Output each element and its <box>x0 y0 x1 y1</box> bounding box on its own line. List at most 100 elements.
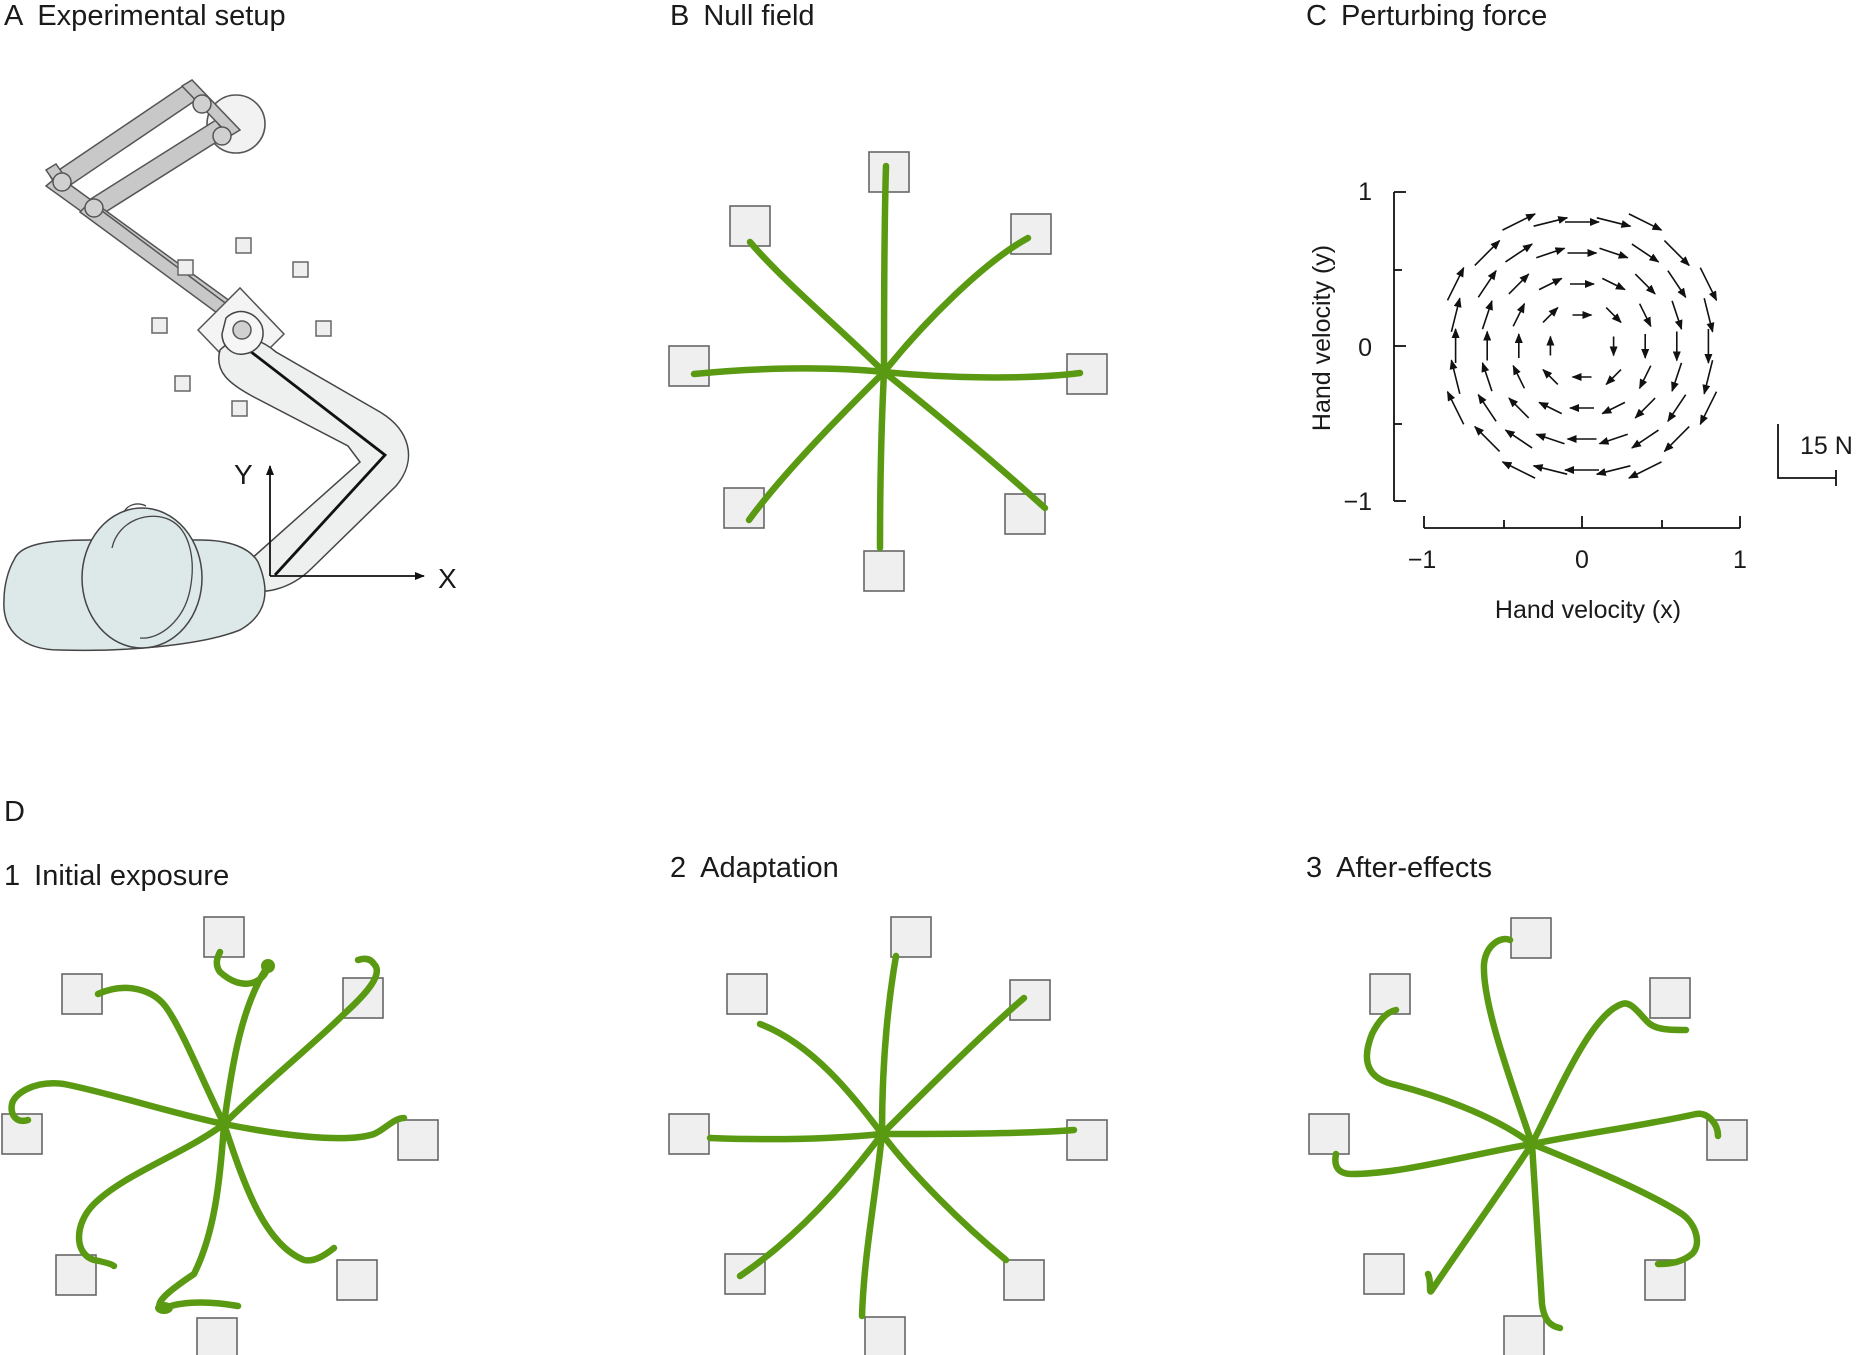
robot-links <box>44 79 258 331</box>
adaptation-targets <box>668 916 1108 1355</box>
force-arrow <box>1502 213 1536 231</box>
nose <box>123 503 147 513</box>
force-arrow <box>1595 465 1631 476</box>
force-ytick-mid: 0 <box>1358 334 1372 362</box>
force-arrow <box>1542 306 1559 323</box>
force-arrow <box>1667 270 1687 299</box>
force-arrow <box>1671 300 1683 331</box>
arm <box>218 337 410 593</box>
force-xtick-right: 1 <box>1733 546 1747 574</box>
force-scale-bar <box>1777 424 1836 479</box>
handle-knob <box>232 320 252 340</box>
force-arrow <box>1542 368 1559 385</box>
initial-exposure-targets <box>1 916 439 1355</box>
force-arrow <box>1667 394 1687 423</box>
initial-exposure-paths <box>8 948 408 1314</box>
force-arrow <box>1450 297 1462 332</box>
adaptation-panel <box>668 916 1108 1355</box>
force-arrow <box>1605 369 1622 386</box>
head <box>81 507 203 649</box>
panel-d2-title-text: Adaptation <box>700 852 839 884</box>
force-arrow <box>1504 429 1533 449</box>
initial-exposure-panel <box>1 916 439 1355</box>
force-arrow <box>1538 277 1563 291</box>
force-arrow <box>1532 464 1568 475</box>
null-field-panel <box>668 151 1108 592</box>
panel-d3-title-text: After-effects <box>1336 852 1492 884</box>
force-arrow <box>1631 243 1660 263</box>
force-xtick-left: −1 <box>1408 546 1437 574</box>
setup-x-label: X <box>438 563 457 594</box>
force-arrow <box>1474 239 1501 266</box>
force-arrow <box>1481 361 1493 392</box>
force-arrow <box>1671 362 1683 393</box>
force-arrow <box>1512 302 1526 327</box>
head-outline <box>111 515 193 639</box>
panel-c-title-text: Perturbing force <box>1340 0 1548 32</box>
panel-b-title-text: Null field <box>703 0 815 32</box>
force-arrow <box>1477 393 1497 422</box>
force-arrow <box>1596 217 1632 228</box>
force-arrow <box>1628 213 1663 231</box>
panel-b-letter: B <box>670 0 690 32</box>
after-effects-panel <box>1308 917 1748 1355</box>
force-arrow <box>1634 397 1656 419</box>
force-arrow <box>1703 298 1715 333</box>
panel-d1-num: 1 <box>4 860 21 892</box>
force-arrow <box>1598 433 1628 445</box>
force-arrow <box>1601 277 1626 291</box>
panel-d3-num: 3 <box>1306 852 1323 884</box>
panel-b-title: B Null field <box>670 0 815 33</box>
force-scale-label: 15 N <box>1800 432 1853 460</box>
setup-y-label: Y <box>234 459 253 490</box>
force-arrow <box>1634 273 1656 295</box>
force-arrow <box>1512 364 1526 389</box>
panel-c-letter: C <box>1306 0 1327 32</box>
panel-d1-title-text: Initial exposure <box>34 860 230 892</box>
force-arrow <box>1481 299 1493 330</box>
force-arrow <box>1628 461 1662 479</box>
after-effects-targets <box>1308 917 1748 1355</box>
force-arrow <box>1599 247 1629 259</box>
adaptation-paths <box>706 952 1078 1320</box>
force-arrow <box>1638 303 1652 328</box>
force-arrow <box>1663 240 1690 267</box>
force-ytick-bottom: −1 <box>1343 488 1372 516</box>
force-arrow <box>1449 359 1461 394</box>
force-arrow <box>1699 391 1718 426</box>
panel-d2-title: 2 Adaptation <box>670 852 839 885</box>
force-arrow <box>1605 307 1622 324</box>
force-arrow <box>1474 425 1501 452</box>
force-arrow <box>1446 266 1465 301</box>
robot-joints <box>52 94 232 218</box>
force-arrow <box>1702 360 1714 395</box>
panel-c-title: C Perturbing force <box>1306 0 1547 33</box>
force-arrow <box>1538 401 1563 415</box>
force-arrow <box>1508 397 1530 419</box>
force-arrow <box>1446 390 1465 425</box>
force-arrow <box>1663 426 1690 453</box>
force-arrow <box>1638 365 1652 390</box>
force-y-label: Hand velocity (y) <box>1308 245 1336 431</box>
panel-d1-title: 1 Initial exposure <box>4 860 229 893</box>
force-arrow <box>1505 243 1533 263</box>
force-arrow <box>1631 429 1659 449</box>
panel-d3-title: 3 After-effects <box>1306 852 1492 885</box>
force-arrow-field <box>1446 213 1718 479</box>
arm-skeleton <box>245 346 388 576</box>
panel-d2-num: 2 <box>670 852 687 884</box>
panel-a-title: A Experimental setup <box>4 0 286 33</box>
force-arrow <box>1601 401 1626 415</box>
setup-illustration: Y X <box>3 79 457 652</box>
force-arrow <box>1536 247 1566 259</box>
panel-a-letter: A <box>4 0 24 32</box>
force-field-panel: 1 0 −1 −1 0 1 Hand velocity (x) Hand vel… <box>1308 178 1853 624</box>
force-arrow <box>1533 216 1569 227</box>
after-effects-paths <box>1332 935 1722 1332</box>
force-xtick-mid: 0 <box>1575 546 1589 574</box>
null-field-paths <box>690 162 1084 552</box>
force-arrow <box>1508 273 1530 295</box>
panel-d-letter: D <box>4 796 25 828</box>
panel-a-title-text: Experimental setup <box>37 0 286 32</box>
